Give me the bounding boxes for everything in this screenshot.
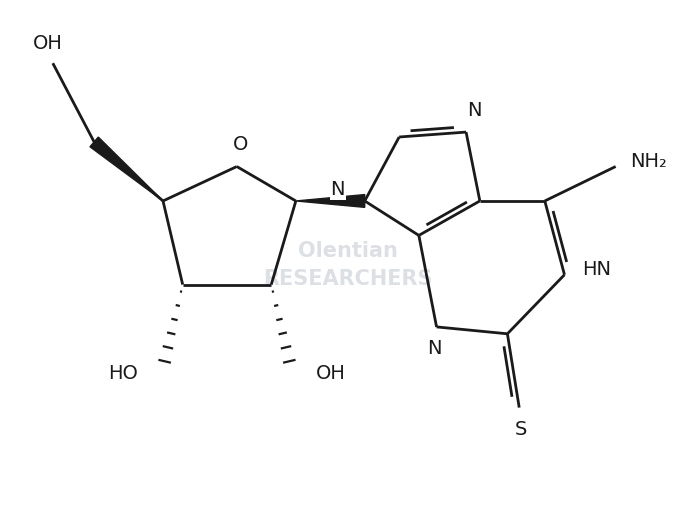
Text: N: N	[331, 179, 345, 199]
Polygon shape	[90, 137, 163, 201]
Text: OH: OH	[315, 363, 345, 383]
Text: Olentian
RESEARCHERS: Olentian RESEARCHERS	[263, 241, 433, 289]
Text: S: S	[515, 420, 528, 439]
Text: O: O	[233, 135, 248, 154]
Text: N: N	[467, 101, 481, 120]
Text: OH: OH	[33, 34, 63, 53]
Polygon shape	[296, 194, 365, 207]
Text: HO: HO	[109, 363, 139, 383]
Text: HN: HN	[582, 261, 611, 279]
Text: N: N	[427, 339, 442, 358]
Text: NH₂: NH₂	[631, 152, 667, 171]
